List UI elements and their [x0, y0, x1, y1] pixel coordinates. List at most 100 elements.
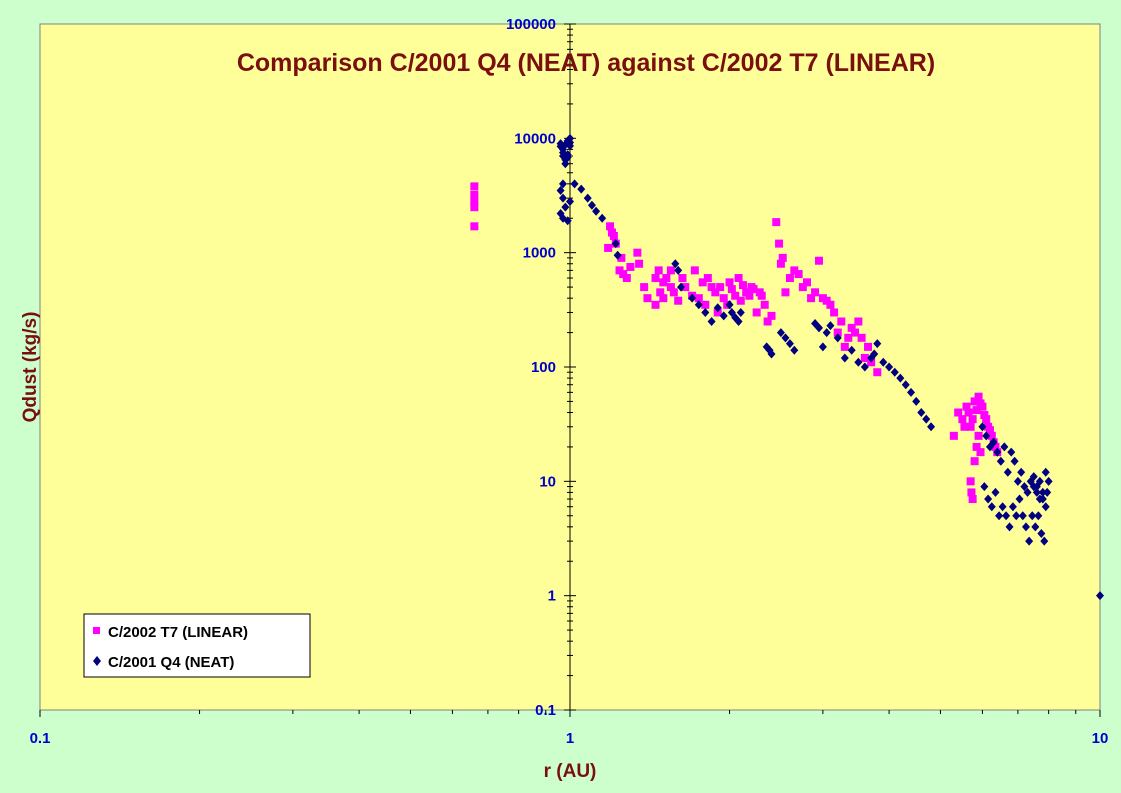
- data-point-linear: [815, 256, 824, 265]
- data-point-neat: [677, 282, 686, 292]
- data-point-linear: [830, 308, 839, 317]
- y-tick-label: 100: [531, 359, 556, 376]
- data-point-linear: [985, 426, 994, 435]
- data-point-neat: [725, 300, 734, 310]
- data-point-linear: [778, 253, 787, 262]
- data-point-neat: [736, 307, 745, 317]
- data-point-neat: [995, 511, 1004, 521]
- data-point-neat: [727, 307, 736, 317]
- data-point-neat: [613, 250, 622, 260]
- data-point-linear: [785, 274, 794, 283]
- data-point-neat: [577, 184, 586, 194]
- data-point-linear: [711, 288, 720, 297]
- data-point-linear: [966, 422, 975, 431]
- data-point-neat: [1044, 476, 1053, 486]
- data-point-neat: [907, 387, 916, 397]
- data-point-neat: [1038, 494, 1047, 504]
- data-point-linear: [833, 328, 842, 337]
- data-point-neat: [1034, 511, 1043, 521]
- data-point-neat: [873, 339, 882, 349]
- data-point-neat: [885, 362, 894, 372]
- data-point-neat: [1008, 502, 1017, 512]
- data-point-linear: [954, 408, 963, 417]
- legend-label-neat: C/2001 Q4 (NEAT): [108, 654, 234, 671]
- data-point-linear: [738, 281, 747, 290]
- data-point-linear: [674, 296, 683, 305]
- data-point-neat: [840, 353, 849, 363]
- data-point-neat: [854, 357, 863, 367]
- data-point-linear: [760, 300, 769, 309]
- data-point-neat: [592, 206, 601, 216]
- data-point-neat: [713, 303, 722, 313]
- data-point-linear: [635, 259, 644, 268]
- data-point-linear: [978, 402, 987, 411]
- data-point-neat: [984, 494, 993, 504]
- data-point-neat: [1032, 487, 1041, 497]
- series-linear: [470, 182, 1002, 504]
- data-point-linear: [976, 448, 985, 457]
- data-point-neat: [996, 456, 1005, 466]
- data-point-neat: [1043, 487, 1052, 497]
- data-point-linear: [666, 283, 675, 292]
- data-point-neat: [781, 333, 790, 343]
- data-point-neat: [978, 422, 987, 432]
- data-point-neat: [987, 502, 996, 512]
- data-point-neat: [815, 323, 824, 333]
- data-point-linear: [781, 288, 790, 297]
- data-point-linear: [837, 317, 846, 326]
- legend: C/2002 T7 (LINEAR) C/2001 Q4 (NEAT): [83, 613, 311, 678]
- y-tick-label: 10: [539, 473, 556, 490]
- data-point-linear: [873, 368, 882, 377]
- data-point-linear: [776, 259, 785, 268]
- data-point-neat: [870, 349, 879, 359]
- data-point-linear: [713, 308, 722, 317]
- data-point-linear: [857, 333, 866, 342]
- x-axis-label: r (AU): [544, 761, 597, 782]
- data-point-neat: [734, 317, 743, 327]
- data-point-linear: [962, 402, 971, 411]
- data-point-linear: [617, 253, 626, 262]
- x-tick-label: 1: [566, 730, 574, 747]
- data-point-linear: [822, 296, 831, 305]
- data-point-linear: [987, 431, 996, 440]
- data-point-neat: [901, 380, 910, 390]
- data-point-linear: [633, 248, 642, 257]
- y-tick-label: 100000: [506, 16, 556, 33]
- data-point-neat: [1013, 476, 1022, 486]
- data-point-linear: [980, 411, 989, 420]
- data-point-neat: [1007, 447, 1016, 457]
- data-point-linear: [847, 323, 856, 332]
- data-point-linear: [470, 197, 479, 206]
- data-point-neat: [701, 307, 710, 317]
- data-point-neat: [1029, 482, 1038, 492]
- data-point-neat: [776, 328, 785, 338]
- data-point-linear: [767, 311, 776, 320]
- data-point-linear: [470, 222, 479, 231]
- data-point-neat: [1021, 522, 1030, 532]
- x-tick-label: 0.1: [30, 730, 51, 747]
- data-point-linear: [775, 239, 784, 248]
- data-point-neat: [1041, 502, 1050, 512]
- data-point-neat: [980, 482, 989, 492]
- data-point-neat: [922, 414, 931, 424]
- data-point-neat: [1038, 487, 1047, 497]
- data-point-linear: [991, 442, 1000, 451]
- data-point-linear: [669, 288, 678, 297]
- legend-marker-neat: [93, 656, 101, 666]
- y-tick-label: 10000: [514, 130, 556, 147]
- data-point-linear: [659, 294, 668, 303]
- data-point-neat: [993, 447, 1002, 457]
- data-point-linear: [606, 222, 615, 231]
- data-point-neat: [989, 437, 998, 447]
- data-point-neat: [879, 357, 888, 367]
- data-point-linear: [974, 431, 983, 440]
- chart-title: Comparison C/2001 Q4 (NEAT) against C/20…: [237, 49, 935, 77]
- data-point-linear: [968, 415, 977, 424]
- data-point-neat: [1012, 511, 1021, 521]
- data-point-linear: [656, 288, 665, 297]
- data-point-linear: [972, 406, 981, 415]
- data-point-neat: [1040, 536, 1049, 546]
- data-point-linear: [745, 291, 754, 300]
- data-point-linear: [470, 190, 479, 199]
